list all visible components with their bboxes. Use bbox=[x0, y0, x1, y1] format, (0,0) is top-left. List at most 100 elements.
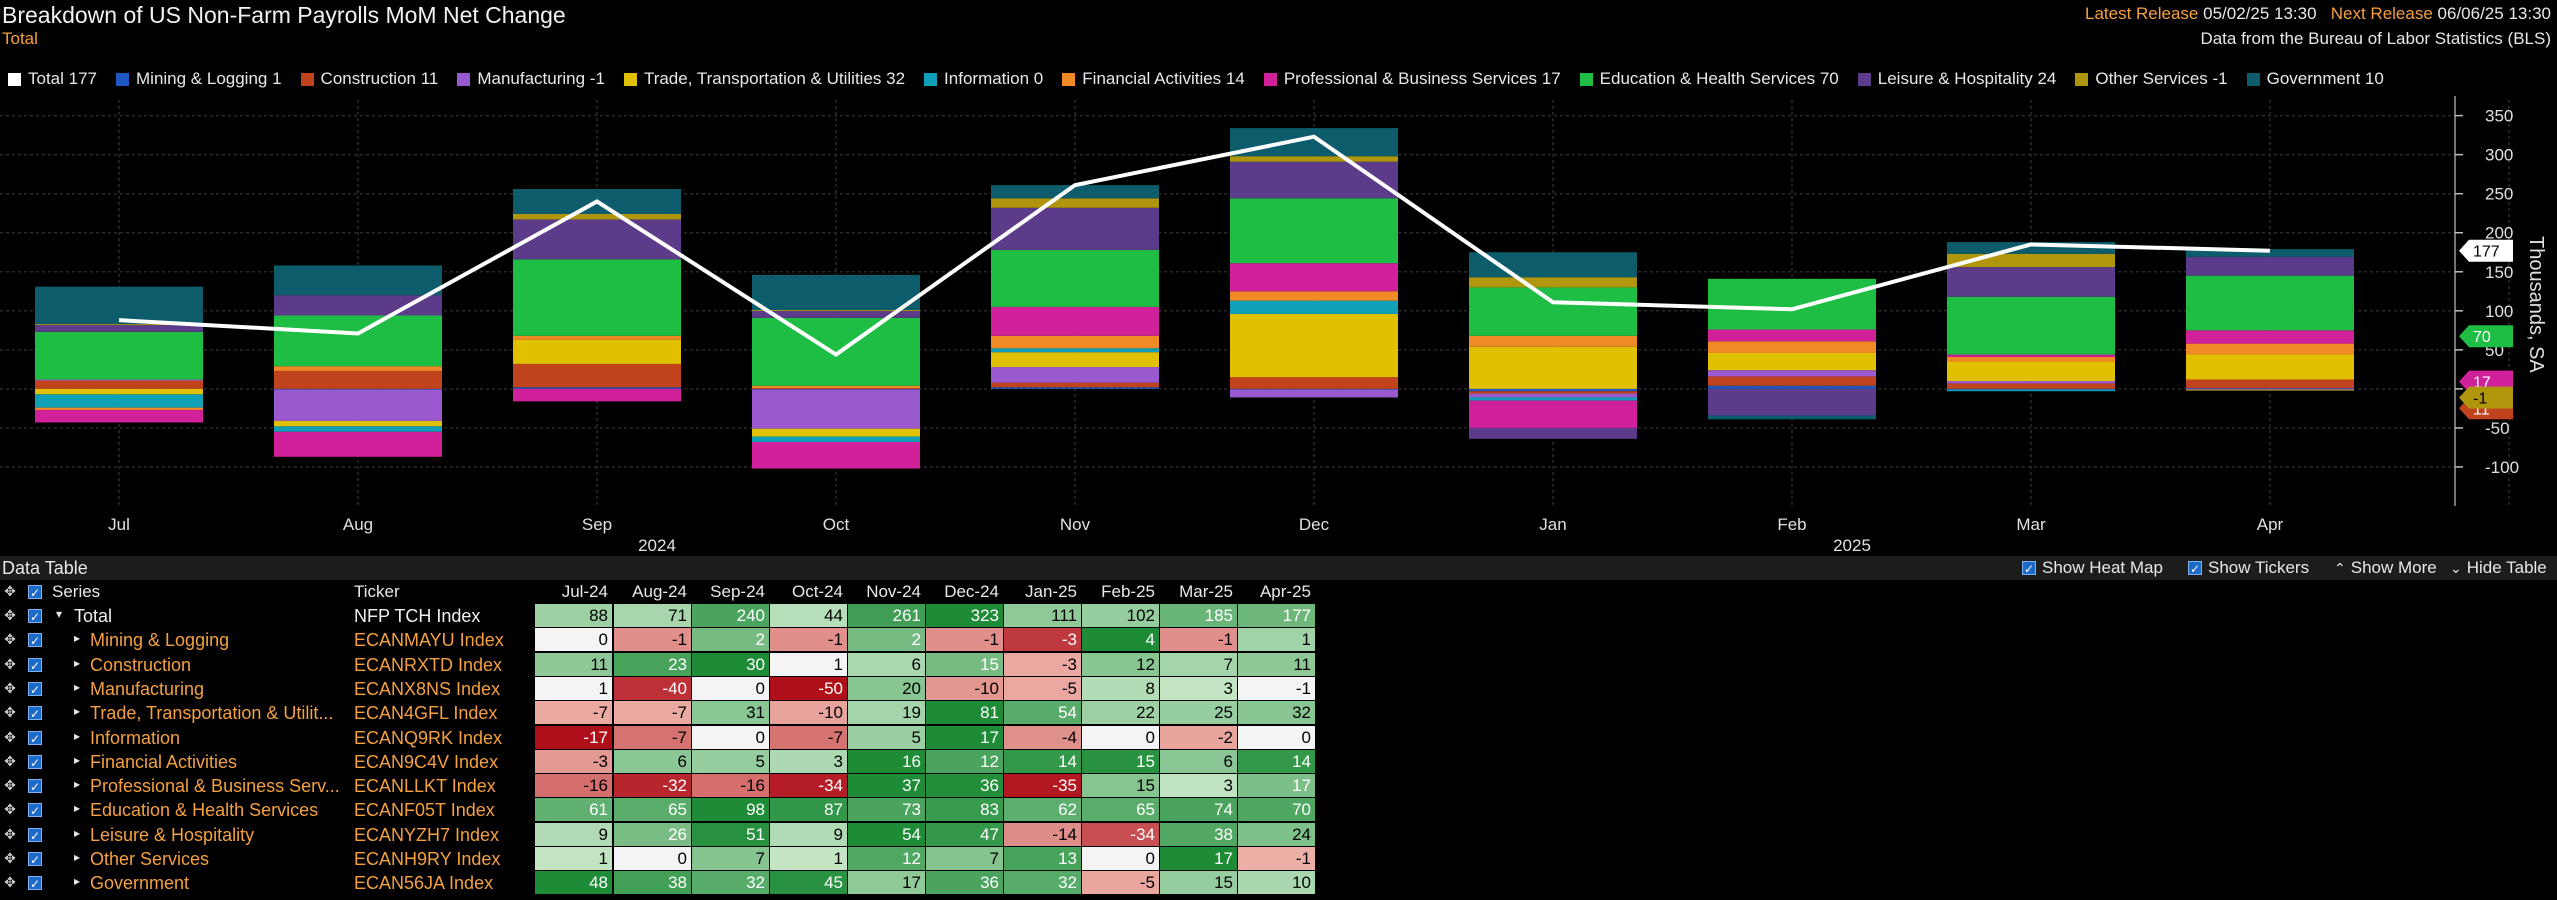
legend-item[interactable]: Trade, Transportation & Utilities 32 bbox=[623, 68, 905, 90]
row-checkbox[interactable]: ✓ bbox=[28, 730, 42, 746]
table-row[interactable]: ✥ ✓ ▸ Trade, Transportation & Utilit... ECAN… bbox=[0, 701, 1320, 725]
checkbox-checked-icon[interactable]: ✓ bbox=[2188, 561, 2202, 576]
row-checkbox[interactable]: ✓ bbox=[28, 609, 42, 624]
legend-item[interactable]: Manufacturing -1 bbox=[457, 68, 605, 90]
ticker[interactable]: NFP TCH Index bbox=[354, 606, 481, 626]
series-name[interactable]: Trade, Transportation & Utilit... bbox=[90, 703, 334, 724]
series-name[interactable]: Leisure & Hospitality bbox=[90, 824, 255, 845]
expand-right-icon[interactable]: ▸ bbox=[74, 777, 81, 792]
legend-item[interactable]: Information 0 bbox=[924, 68, 1043, 90]
ticker[interactable]: ECANMAYU Index bbox=[354, 630, 504, 651]
expand-right-icon[interactable]: ▸ bbox=[74, 631, 81, 646]
col-ticker[interactable]: Ticker bbox=[354, 582, 400, 601]
table-row[interactable]: ✥ ✓ ▸ Information ECANQ9RK Index -17 -7 0 -7 5 17-… bbox=[0, 725, 1320, 750]
expand-down-icon[interactable]: ▾ bbox=[56, 607, 63, 621]
col-month[interactable]: Mar-25 bbox=[1179, 582, 1233, 601]
move-icon[interactable]: ✥ bbox=[4, 583, 16, 599]
table-row[interactable]: ✥ ✓ ▸ Mining & Logging ECANMAYU Index 0 -1 2 -1 2… bbox=[0, 628, 1320, 652]
table-row[interactable]: ✥ ✓ ▸ Financial Activities ECAN9C4V Index -3 6… bbox=[0, 749, 1320, 774]
move-icon[interactable]: ✥ bbox=[4, 874, 16, 891]
row-checkbox[interactable]: ✓ bbox=[28, 876, 42, 892]
row-checkbox[interactable]: ✓ bbox=[28, 779, 42, 795]
expand-right-icon[interactable]: ▸ bbox=[74, 825, 81, 840]
series-name[interactable]: Information bbox=[90, 727, 181, 748]
col-month[interactable]: Jul-24 bbox=[561, 582, 608, 601]
move-icon[interactable]: ✥ bbox=[4, 655, 16, 672]
expand-right-icon[interactable]: ▸ bbox=[74, 704, 81, 719]
move-icon[interactable]: ✥ bbox=[4, 801, 16, 818]
col-month[interactable]: Aug-24 bbox=[632, 582, 687, 601]
series-name[interactable]: Manufacturing bbox=[90, 678, 205, 699]
series-name[interactable]: Other Services bbox=[90, 849, 210, 869]
move-icon[interactable]: ✥ bbox=[4, 825, 16, 842]
expand-right-icon[interactable]: ▸ bbox=[74, 728, 81, 743]
ticker[interactable]: ECANLLKT Index bbox=[354, 776, 496, 797]
series-name[interactable]: Education & Health Services bbox=[90, 800, 319, 821]
col-month[interactable]: Oct-24 bbox=[791, 582, 843, 601]
row-checkbox[interactable]: ✓ bbox=[28, 633, 42, 649]
series-name[interactable]: Government bbox=[90, 873, 190, 894]
move-icon[interactable]: ✥ bbox=[4, 607, 16, 623]
row-checkbox[interactable]: ✓ bbox=[28, 657, 42, 673]
col-month[interactable]: Feb-25 bbox=[1101, 582, 1155, 601]
legend-item[interactable]: Leisure & Hospitality 24 bbox=[1857, 68, 2056, 90]
ticker[interactable]: ECAN9C4V Index bbox=[354, 751, 499, 772]
show-more-button[interactable]: ⌃ Show More bbox=[2334, 558, 2437, 578]
row-checkbox[interactable]: ✓ bbox=[28, 827, 42, 843]
series-name[interactable]: Professional & Business Serv... bbox=[90, 776, 340, 797]
move-icon[interactable]: ✥ bbox=[4, 752, 16, 769]
legend-item[interactable]: Construction 11 bbox=[300, 68, 438, 90]
col-month[interactable]: Dec-24 bbox=[944, 582, 999, 601]
move-icon[interactable]: ✥ bbox=[4, 777, 16, 794]
table-row[interactable]: ✥ ✓ ▸ Leisure & Hospitality ECANYZH7 Index 9 2… bbox=[0, 822, 1320, 847]
col-month[interactable]: Jan-25 bbox=[1025, 582, 1077, 601]
move-icon[interactable]: ✥ bbox=[4, 728, 16, 745]
expand-right-icon[interactable]: ▸ bbox=[74, 850, 81, 864]
series-name[interactable]: Construction bbox=[90, 654, 192, 675]
checkbox-checked-icon[interactable]: ✓ bbox=[2022, 561, 2036, 576]
hide-table-button[interactable]: ⌄ Hide Table bbox=[2450, 558, 2547, 578]
series-name[interactable]: Financial Activities bbox=[90, 751, 238, 772]
row-checkbox[interactable]: ✓ bbox=[28, 803, 42, 819]
table-row[interactable]: ✥ ✓ ▸ Professional & Business Serv... ECANLL… bbox=[0, 774, 1320, 798]
row-checkbox[interactable]: ✓ bbox=[28, 852, 42, 867]
show-tickers-toggle[interactable]: ✓ Show Tickers bbox=[2188, 558, 2309, 578]
series-name[interactable]: Total bbox=[74, 606, 113, 626]
move-icon[interactable]: ✥ bbox=[4, 631, 16, 648]
expand-right-icon[interactable]: ▸ bbox=[74, 874, 81, 889]
expand-right-icon[interactable]: ▸ bbox=[74, 655, 81, 670]
col-month[interactable]: Sep-24 bbox=[710, 582, 765, 601]
legend-item[interactable]: Mining & Logging 1 bbox=[116, 68, 282, 90]
move-icon[interactable]: ✥ bbox=[4, 679, 16, 696]
legend-item[interactable]: Professional & Business Services 17 bbox=[1263, 68, 1561, 90]
row-checkbox[interactable]: ✓ bbox=[28, 706, 42, 722]
ticker[interactable]: ECANH9RY Index bbox=[354, 849, 501, 869]
ticker[interactable]: ECANF05T Index bbox=[354, 800, 495, 821]
expand-right-icon[interactable]: ▸ bbox=[74, 679, 81, 694]
legend-item[interactable]: Education & Health Services 70 bbox=[1579, 68, 1839, 90]
select-all-checkbox[interactable]: ✓ bbox=[28, 585, 42, 600]
move-icon[interactable]: ✥ bbox=[4, 704, 16, 721]
table-row[interactable]: ✥ ✓ ▾ Total NFP TCH Index 88 71 240 44 261 323 111 1… bbox=[0, 604, 1320, 628]
col-series[interactable]: Series bbox=[52, 582, 101, 601]
expand-right-icon[interactable]: ▸ bbox=[74, 801, 81, 816]
row-checkbox[interactable]: ✓ bbox=[28, 681, 42, 697]
ticker[interactable]: ECANRXTD Index bbox=[354, 654, 503, 675]
show-heat-map-toggle[interactable]: ✓ Show Heat Map bbox=[2022, 558, 2163, 578]
ticker[interactable]: ECANYZH7 Index bbox=[354, 824, 500, 845]
row-checkbox[interactable]: ✓ bbox=[28, 754, 42, 770]
move-icon[interactable]: ✥ bbox=[4, 850, 16, 866]
series-name[interactable]: Mining & Logging bbox=[90, 630, 230, 651]
legend-item[interactable]: Financial Activities 14 bbox=[1062, 68, 1245, 90]
ticker[interactable]: ECAN4GFL Index bbox=[354, 703, 498, 724]
table-row[interactable]: ✥ ✓ ▸ Education & Health Services ECANF05T I… bbox=[0, 798, 1320, 822]
table-row[interactable]: ✥ ✓ ▸ Other Services ECANH9RY Index 1 0 7 1 12 7 13… bbox=[0, 847, 1320, 871]
col-month[interactable]: Nov-24 bbox=[866, 582, 921, 601]
table-row[interactable]: ✥ ✓ ▸ Manufacturing ECANX8NS Index 1 -40 0 -50 20… bbox=[0, 676, 1320, 701]
legend-item[interactable]: Other Services -1 bbox=[2075, 68, 2228, 90]
ticker[interactable]: ECANQ9RK Index bbox=[354, 727, 503, 748]
legend-item[interactable]: Total 177 bbox=[8, 68, 97, 90]
col-month[interactable]: Apr-25 bbox=[1259, 582, 1311, 601]
table-row[interactable]: ✥ ✓ ▸ Construction ECANRXTD Index 11 23 30 1 6 15-… bbox=[0, 652, 1320, 677]
expand-right-icon[interactable]: ▸ bbox=[74, 752, 81, 767]
